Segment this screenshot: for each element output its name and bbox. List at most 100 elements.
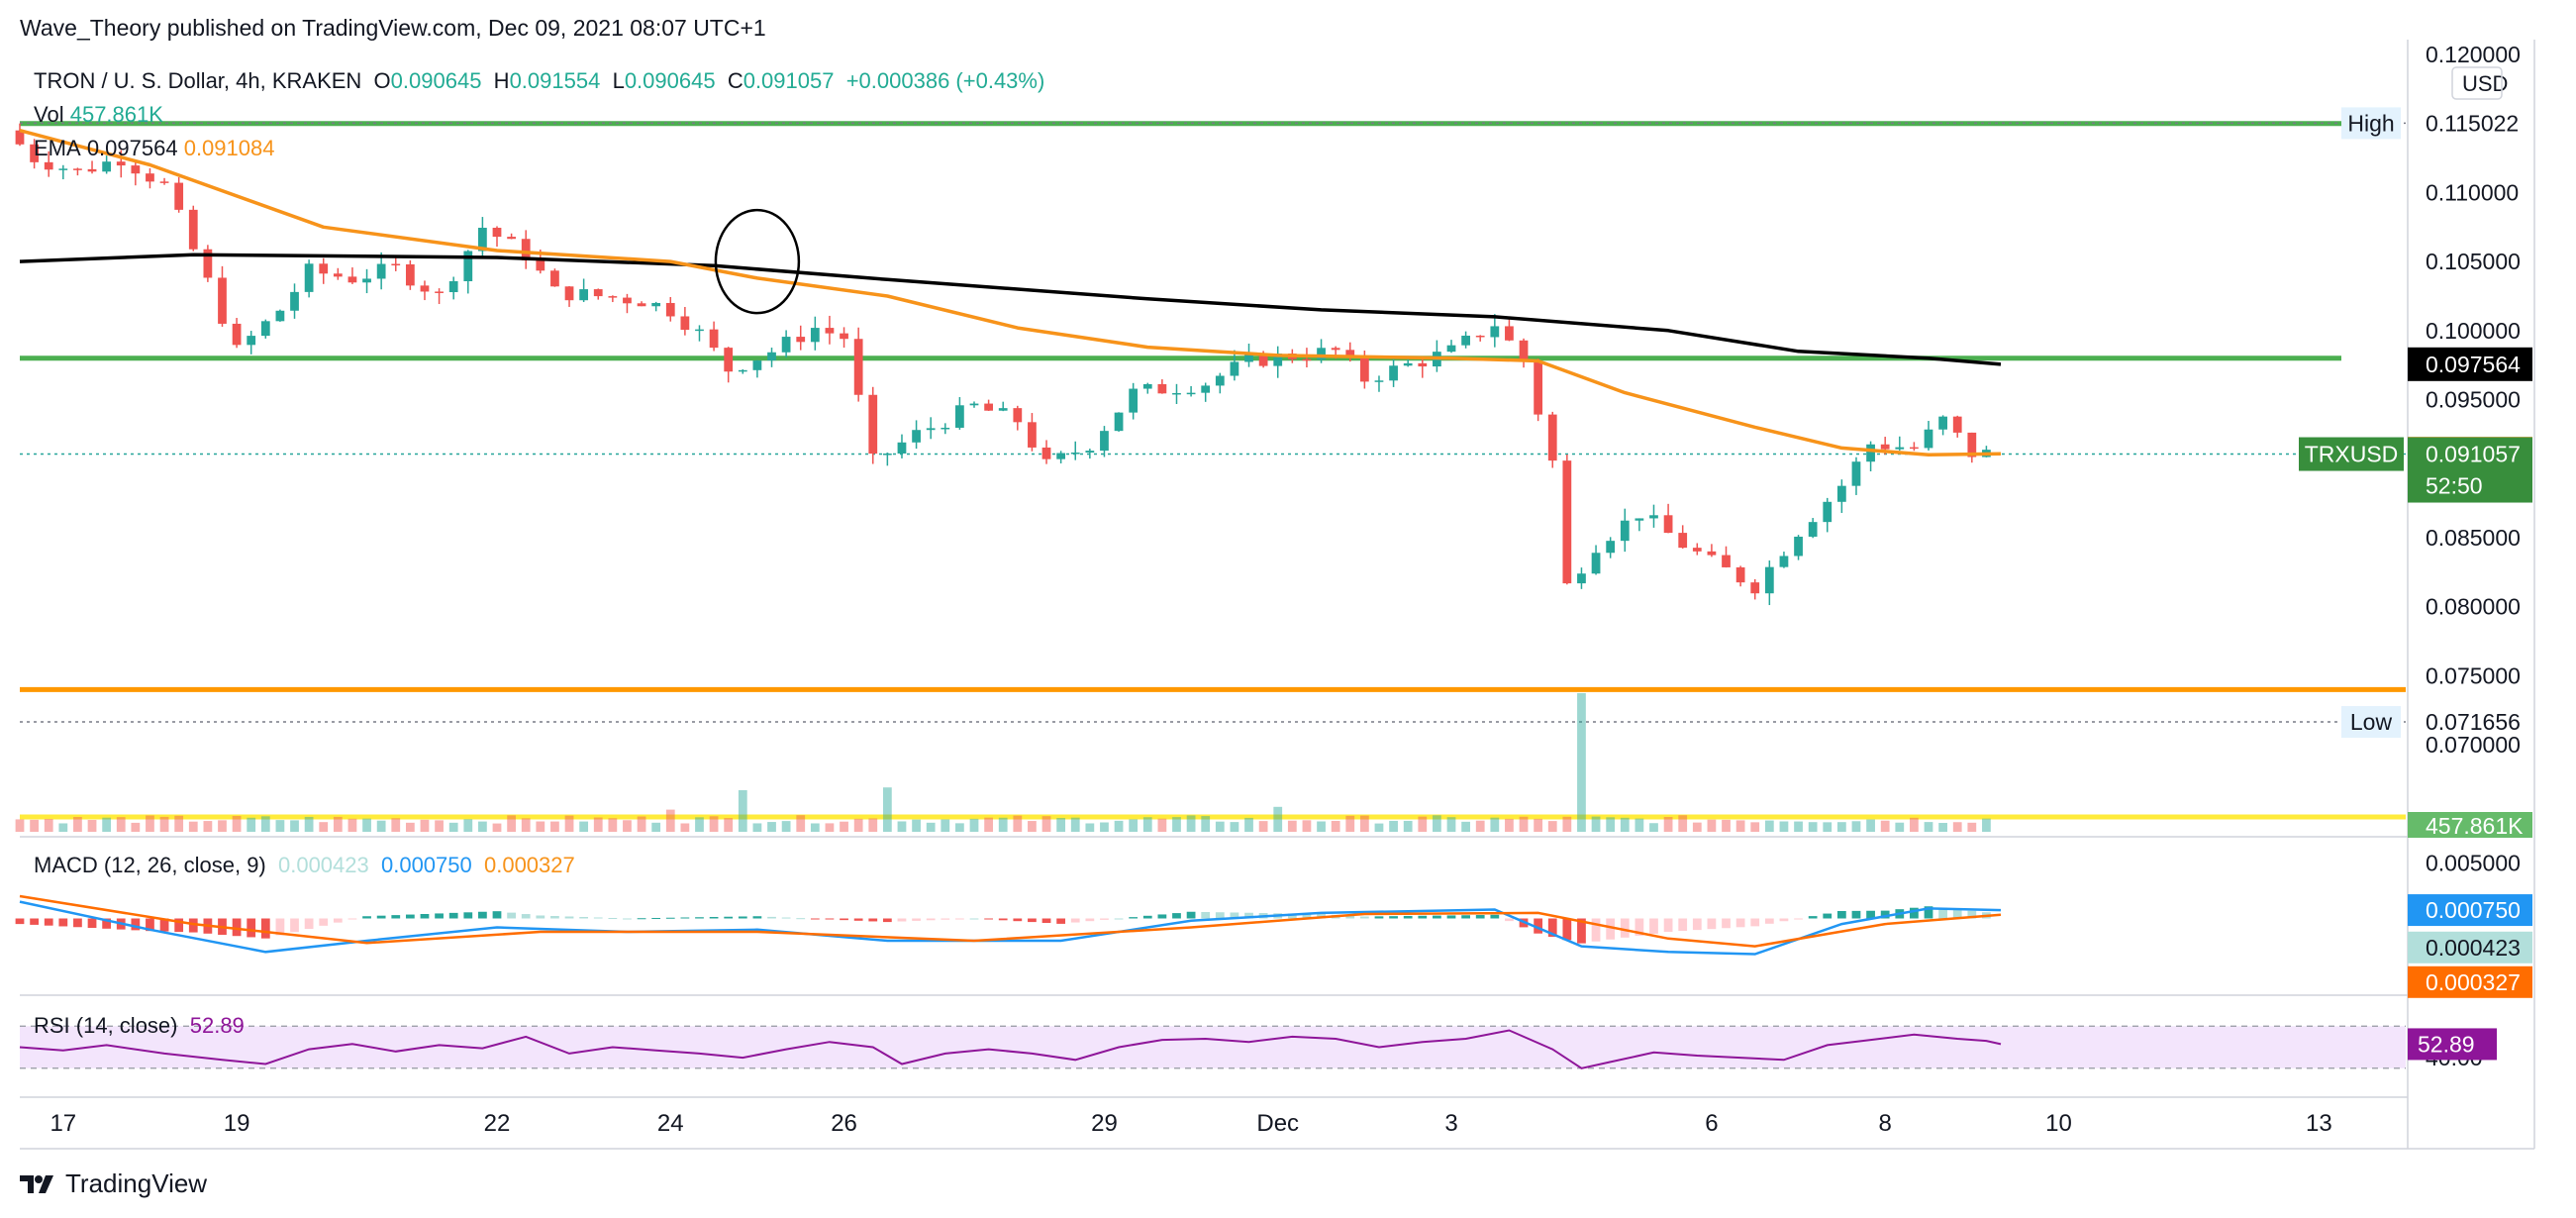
volume-bar	[1418, 816, 1428, 832]
time-tick-label: 29	[1091, 1110, 1118, 1137]
macd-histogram-bar	[882, 918, 892, 923]
candle-body	[304, 263, 314, 292]
candle-body	[1258, 354, 1268, 366]
candle-body	[550, 270, 559, 287]
volume-bar	[1215, 821, 1225, 832]
volume-bar	[853, 818, 863, 832]
candle-body	[131, 165, 141, 174]
candle-body	[1100, 431, 1109, 452]
candle-body	[1606, 541, 1616, 554]
pane-price-tag	[2341, 706, 2401, 739]
macd-histogram-bar	[1056, 918, 1066, 924]
candle-body	[492, 228, 502, 238]
macd-histogram-bar	[897, 918, 907, 922]
volume-bar	[420, 819, 430, 832]
volume-bar	[275, 820, 285, 832]
volume-bar	[203, 821, 213, 832]
volume-bar	[376, 820, 386, 832]
candle-body	[1851, 461, 1861, 486]
macd-histogram-bar	[1606, 918, 1616, 940]
candle-body	[333, 273, 343, 277]
macd-line-value: 0.000750	[380, 853, 472, 877]
candle-body	[1649, 515, 1658, 519]
macd-histogram-bar	[1129, 917, 1139, 919]
candle-body	[1534, 361, 1543, 415]
macd-histogram-bar	[1750, 918, 1760, 927]
macd-histogram-bar	[998, 918, 1008, 921]
macd-histogram-bar	[448, 912, 458, 919]
macd-histogram-bar	[1534, 918, 1543, 934]
macd-histogram-bar	[1880, 910, 1890, 919]
volume-bar	[159, 816, 169, 832]
volume-bar	[218, 820, 227, 832]
volume-bar	[1562, 816, 1572, 832]
candle-body	[1952, 416, 1962, 433]
legend-symbol-row: TRON / U. S. Dollar, 4h, KRAKEN O0.09064…	[34, 68, 1045, 93]
volume-bar	[290, 820, 299, 832]
macd-histogram-bar	[912, 918, 921, 921]
macd-histogram-bar	[984, 918, 993, 920]
candle-body	[1547, 414, 1557, 461]
volume-bar	[507, 815, 516, 832]
macd-histogram-bar	[1403, 915, 1413, 919]
macd-histogram-bar	[102, 918, 112, 929]
macd-histogram-bar	[608, 918, 618, 919]
candle-body	[955, 405, 964, 428]
macd-histogram-bar	[30, 918, 39, 925]
candle-body	[15, 130, 25, 145]
macd-histogram-bar	[463, 912, 473, 919]
time-tick-label: 6	[1705, 1110, 1718, 1137]
macd-histogram-bar	[1302, 913, 1312, 919]
macd-histogram-bar	[159, 918, 169, 932]
macd-histogram-bar	[738, 916, 747, 919]
volume-bar	[1129, 819, 1139, 832]
macd-histogram-bar	[521, 914, 531, 919]
volume-bar	[1041, 816, 1051, 832]
volume-bar	[912, 819, 921, 832]
candle-body	[1562, 460, 1572, 584]
ema50-line	[19, 129, 2002, 457]
volume-bar	[1577, 693, 1586, 832]
volume-bar	[926, 822, 936, 832]
macd-histogram-bar	[420, 914, 430, 919]
macd-signal-badge-text: 0.000327	[2426, 969, 2521, 995]
macd-histogram-bar	[536, 915, 545, 919]
macd-histogram-bar	[1418, 915, 1428, 919]
macd-histogram-bar	[1562, 918, 1572, 941]
volume-bar	[1620, 817, 1630, 832]
volume-bar	[58, 823, 68, 832]
candle-body	[87, 168, 97, 172]
volume-bar	[146, 815, 154, 832]
volume-bar	[1070, 817, 1080, 832]
macd-histogram-bar	[1663, 918, 1673, 932]
macd-histogram-bar	[1013, 918, 1023, 922]
ema50-value: 0.091084	[183, 136, 275, 160]
candle-body	[218, 277, 227, 324]
candle-body	[58, 168, 68, 170]
macd-hist-badge-text: 0.000423	[2426, 935, 2521, 961]
candle-body	[853, 339, 863, 395]
tradingview-logo-icon	[20, 1174, 53, 1193]
macd-histogram-bar	[15, 918, 25, 925]
macd-histogram-bar	[492, 911, 502, 919]
macd-histogram-bar	[1591, 918, 1601, 942]
time-tick-label: 24	[657, 1110, 684, 1137]
legend-ema-row: EMA 0.097564 0.091084	[34, 136, 275, 160]
candle-body	[941, 427, 950, 430]
candle-body	[738, 369, 747, 372]
candle-body	[1866, 444, 1875, 462]
candle-body	[1056, 453, 1066, 459]
volume-bar	[347, 818, 357, 832]
volume-value: 457.861K	[69, 102, 163, 127]
candle-body	[362, 278, 371, 283]
candle-body	[448, 281, 458, 293]
candle-body	[1505, 326, 1514, 341]
macd-histogram-bar	[1070, 918, 1080, 923]
candle-body	[680, 316, 690, 331]
tradingview-logo[interactable]: TradingView	[20, 1168, 207, 1199]
time-tick-label: 17	[50, 1110, 76, 1137]
low-value: 0.090645	[624, 68, 716, 93]
volume-bar	[564, 815, 574, 832]
volume-bar	[463, 819, 473, 832]
volume-bar	[1258, 821, 1268, 832]
